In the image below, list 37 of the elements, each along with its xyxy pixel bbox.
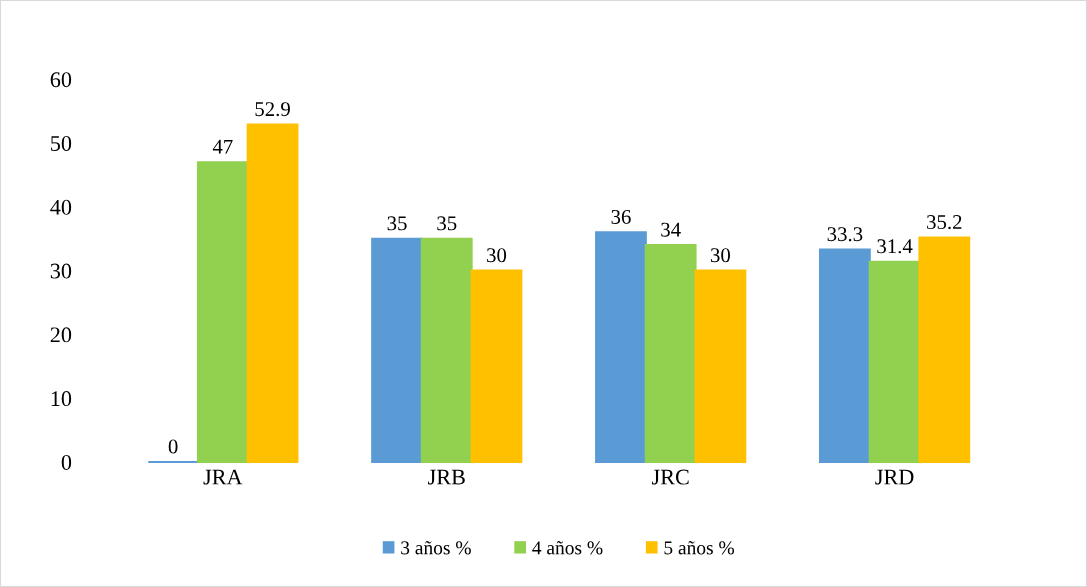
- bar: [818, 248, 871, 464]
- data-label: 30: [710, 248, 731, 263]
- bar: [371, 237, 423, 464]
- bar: [868, 260, 921, 464]
- data-label: 52.9: [255, 102, 290, 117]
- legend-label: 4 años %: [532, 541, 603, 555]
- data-label: 0: [168, 439, 178, 454]
- x-tick-label: JRD: [875, 469, 914, 485]
- y-tick-label: 60: [50, 72, 72, 88]
- data-label: 35: [387, 216, 407, 231]
- data-label: 47: [212, 139, 233, 154]
- legend-label: 5 años %: [664, 541, 735, 555]
- x-tick-label: JRC: [652, 469, 689, 485]
- y-tick-label: 50: [51, 135, 72, 151]
- data-label: 34: [661, 222, 681, 237]
- data-label: 31.4: [877, 239, 913, 254]
- bar: [246, 123, 299, 464]
- y-tick-label: 40: [50, 199, 72, 215]
- bar: [918, 236, 971, 464]
- data-label: 30: [487, 248, 507, 263]
- bar: [470, 269, 523, 464]
- y-tick-label: 0: [61, 454, 72, 470]
- bar: [196, 161, 249, 464]
- y-tick-label: 20: [50, 327, 72, 343]
- bar: [644, 244, 697, 464]
- x-tick-label: JRB: [428, 469, 465, 485]
- data-label: 33.3: [827, 227, 863, 242]
- x-tick-label: JRA: [203, 469, 243, 485]
- y-tick-label: 30: [50, 263, 72, 279]
- bar: [595, 231, 647, 464]
- bar: [420, 237, 473, 464]
- data-label: 35.2: [927, 215, 962, 230]
- legend-label: 3 años %: [401, 541, 471, 555]
- data-label: 35: [437, 216, 457, 231]
- data-label: 36: [611, 209, 631, 224]
- y-tick-label: 10: [51, 391, 72, 407]
- bar: [694, 269, 747, 464]
